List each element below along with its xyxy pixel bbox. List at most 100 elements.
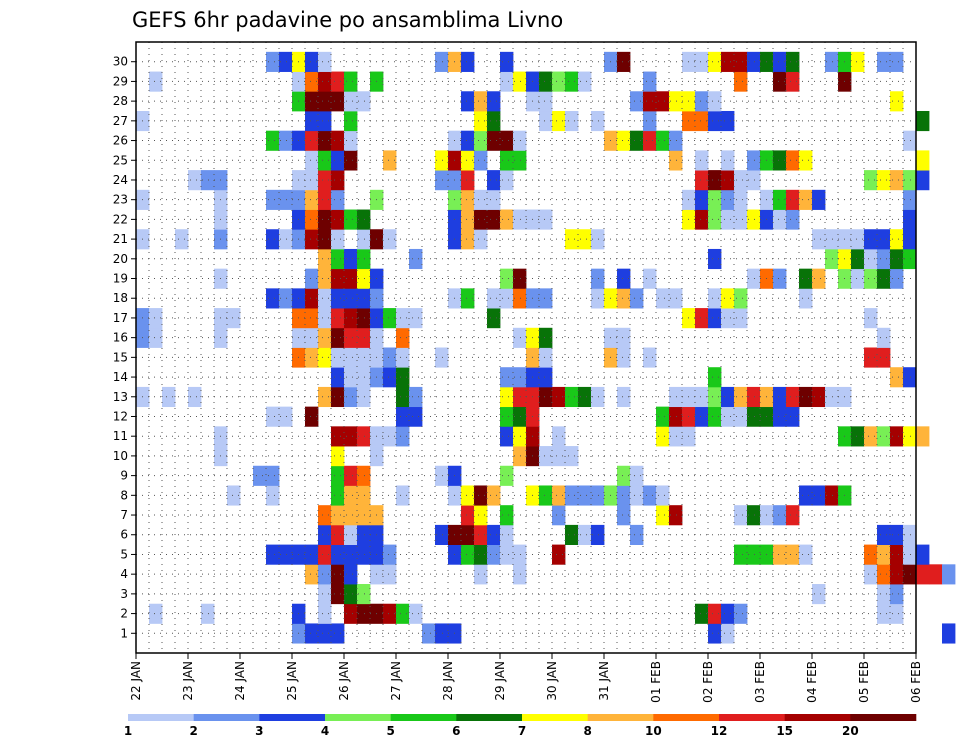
heatmap-cell [383, 603, 397, 624]
heatmap-cell [539, 347, 553, 368]
heatmap-cell [539, 367, 553, 388]
heatmap-cell [864, 308, 878, 329]
heatmap-cell [799, 386, 813, 408]
heatmap-cell [643, 71, 657, 92]
heatmap-cell [656, 130, 670, 151]
heatmap-cell [344, 426, 358, 447]
heatmap-cell [318, 268, 332, 289]
heatmap-cell [409, 386, 423, 408]
x-tick-label: 03 FEB [753, 661, 767, 703]
x-tick-label: 05 FEB [857, 661, 871, 703]
heatmap-cell [500, 130, 514, 151]
heatmap-cell [383, 347, 397, 368]
heatmap-cell [474, 110, 488, 132]
heatmap-cell [435, 150, 449, 171]
heatmap-cell [812, 229, 826, 250]
heatmap-cell [331, 268, 345, 289]
heatmap-cell [331, 505, 345, 526]
heatmap-cell [279, 130, 293, 151]
heatmap-cell [357, 91, 371, 112]
heatmap-cell [318, 623, 332, 644]
heatmap-cell [552, 544, 566, 565]
heatmap-cell [695, 209, 709, 230]
heatmap-cell [877, 327, 891, 348]
heatmap-cell [396, 603, 410, 624]
heatmap-cell [643, 130, 657, 151]
heatmap-cell [708, 110, 722, 132]
y-tick-label: 12 [113, 409, 128, 423]
heatmap-cell [383, 544, 397, 565]
heatmap-cell [461, 51, 475, 72]
heatmap-cell [890, 544, 904, 565]
heatmap-cell [318, 51, 332, 72]
heatmap-cell [253, 465, 267, 486]
heatmap-cell [318, 150, 332, 171]
heatmap-cell [344, 71, 358, 92]
colorbar-label: 2 [189, 724, 197, 738]
heatmap-cell [279, 406, 293, 427]
heatmap-cell [396, 485, 410, 506]
heatmap-cell [630, 485, 644, 506]
heatmap-cell [903, 524, 917, 545]
heatmap-cell [695, 406, 709, 427]
heatmap-cell [149, 603, 163, 624]
heatmap-cell [565, 446, 579, 467]
heatmap-cell [266, 288, 280, 309]
heatmap-cell [305, 170, 319, 191]
heatmap-cell [357, 347, 371, 368]
heatmap-cell [916, 426, 930, 447]
heatmap-cell [786, 386, 800, 408]
heatmap-cell [331, 584, 345, 605]
heatmap-cell [617, 268, 631, 289]
heatmap-cell [773, 505, 787, 526]
heatmap-cell [786, 71, 800, 92]
heatmap-cell [357, 603, 371, 624]
heatmap-cell [344, 386, 358, 408]
heatmap-cell [279, 189, 293, 210]
heatmap-cell [617, 485, 631, 506]
heatmap-cell [695, 110, 709, 132]
heatmap-cell [305, 268, 319, 289]
heatmap-cell [266, 406, 280, 427]
heatmap-cell [812, 189, 826, 210]
colorbar-label: 10 [645, 724, 662, 738]
heatmap-cell [318, 386, 332, 408]
heatmap-cell [643, 91, 657, 112]
heatmap-cell [149, 308, 163, 329]
heatmap-cell [409, 603, 423, 624]
heatmap-cell [877, 248, 891, 270]
heatmap-cell [474, 564, 488, 585]
heatmap-cell [539, 91, 553, 112]
heatmap-cell [305, 110, 319, 132]
heatmap-cell [734, 51, 748, 72]
heatmap-cell [487, 189, 501, 210]
heatmap-cell [747, 406, 761, 427]
x-tick-label: 26 JAN [337, 661, 351, 701]
heatmap-cell [591, 229, 605, 250]
heatmap-cell [344, 91, 358, 112]
heatmap-cell [552, 110, 566, 132]
heatmap-cell [513, 367, 527, 388]
heatmap-cell [877, 268, 891, 289]
heatmap-cell [539, 327, 553, 348]
heatmap-cell [305, 150, 319, 171]
heatmap-cell [747, 150, 761, 171]
colorbar-label: 7 [518, 724, 526, 738]
heatmap-cell [396, 426, 410, 447]
y-tick-label: 6 [120, 528, 128, 542]
heatmap-cell [487, 524, 501, 545]
heatmap-cell [786, 189, 800, 210]
y-tick-label: 7 [120, 508, 128, 522]
heatmap-cell [461, 544, 475, 565]
heatmap-cell [500, 150, 514, 171]
heatmap-cell [578, 386, 592, 408]
heatmap-cell [929, 564, 943, 585]
heatmap-cell [331, 446, 345, 467]
heatmap-cell [630, 130, 644, 151]
heatmap-cell [708, 248, 722, 270]
y-tick-label: 9 [120, 469, 128, 483]
heatmap-cell [513, 288, 527, 309]
heatmap-cell [357, 229, 371, 250]
heatmap-cell [331, 288, 345, 309]
heatmap-cell [422, 623, 436, 644]
